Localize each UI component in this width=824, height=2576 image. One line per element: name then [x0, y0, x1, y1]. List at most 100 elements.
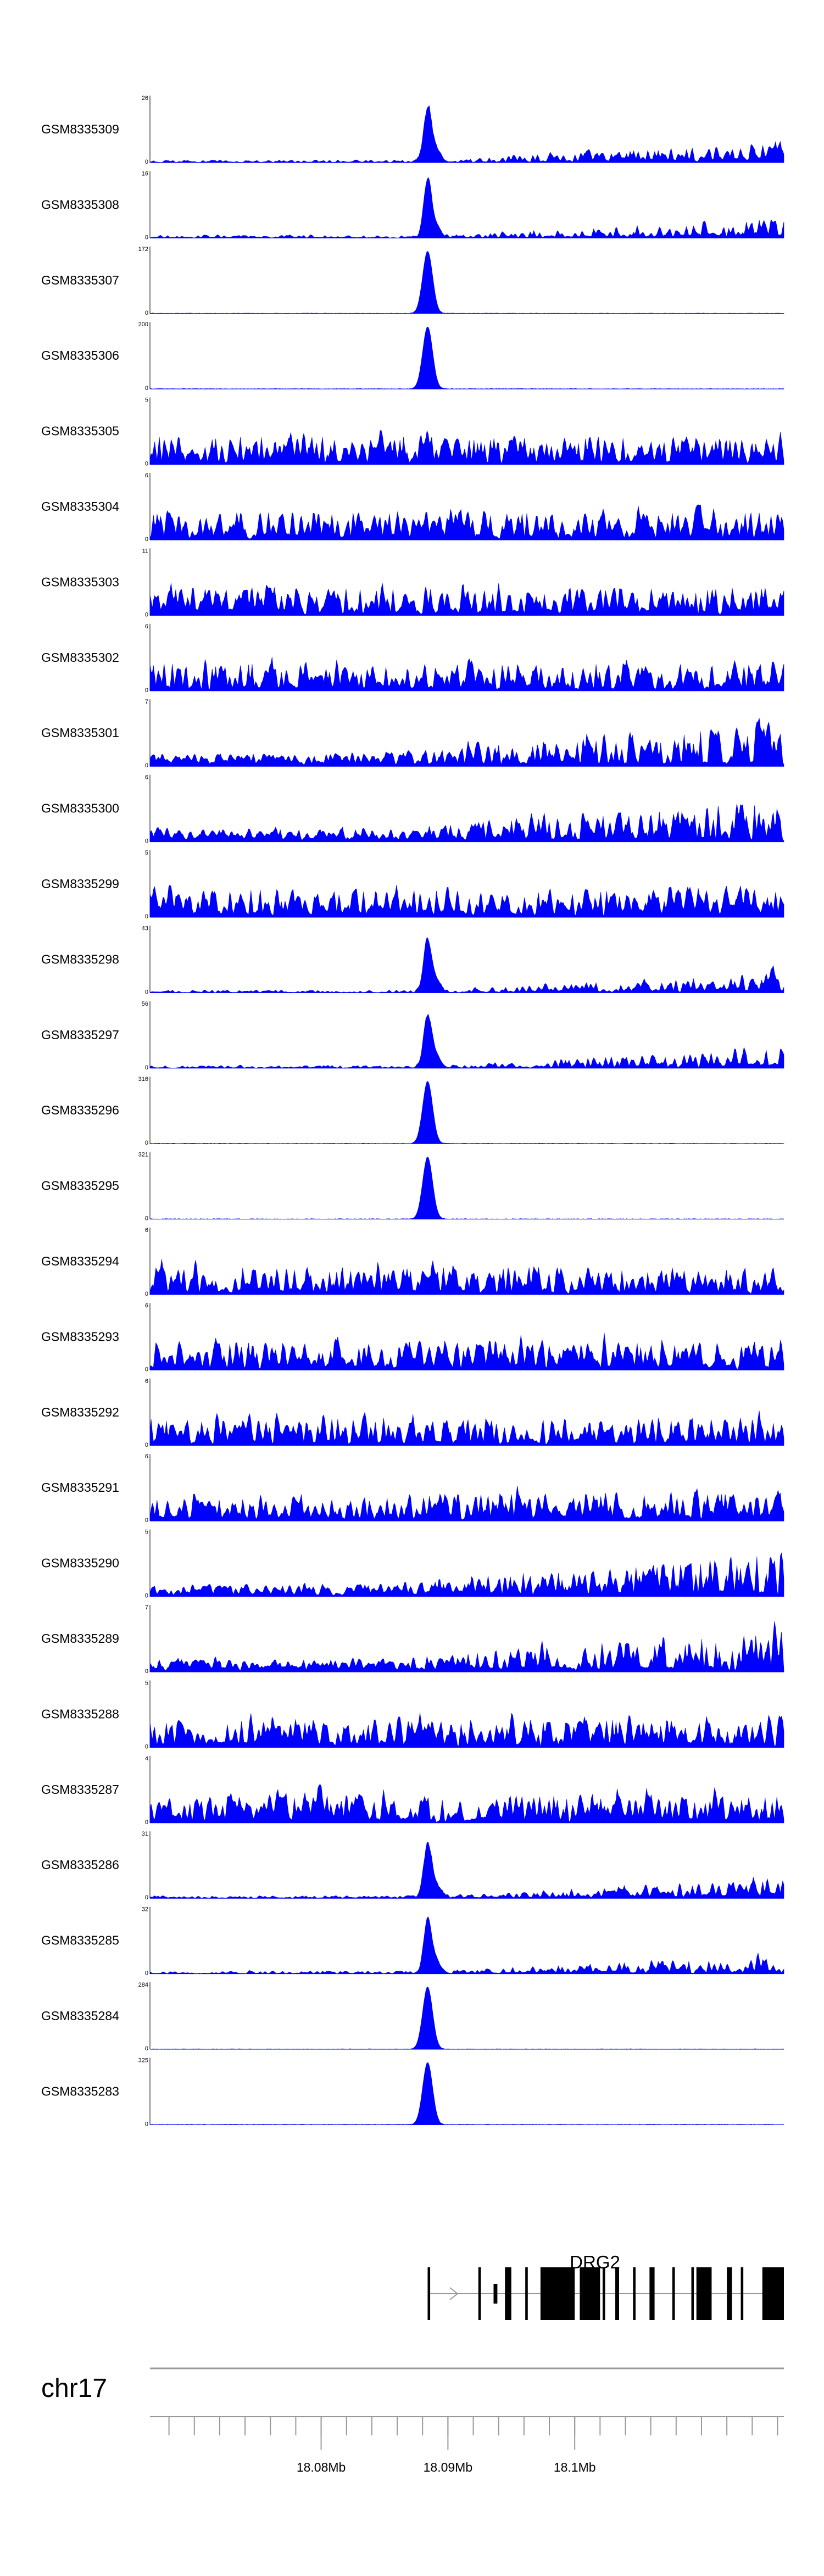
ytick-max-GSM8335305: 5	[145, 397, 148, 404]
exon-17	[741, 2267, 744, 2320]
track-label-GSM8335301: GSM8335301	[41, 726, 119, 740]
ytick-zero-GSM8335305: 0	[145, 461, 148, 467]
ytick-max-GSM8335294: 6	[145, 1227, 148, 1234]
exon-4	[505, 2267, 511, 2320]
ytick-zero-GSM8335299: 0	[145, 913, 148, 920]
track-label-GSM8335298: GSM8335298	[41, 952, 119, 966]
ytick-max-GSM8335291: 6	[145, 1453, 148, 1460]
ytick-max-GSM8335283: 325	[138, 2057, 148, 2064]
track-GSM8335293: GSM8335293 6 0	[41, 1302, 784, 1373]
coverage-area-GSM8335298	[149, 936, 784, 993]
track-GSM8335283: GSM8335283 325 0	[41, 2057, 784, 2127]
coverage-tracks: GSM8335309 26 0 GSM8335308 16 0 GSM8335307 172 0…	[41, 95, 784, 2127]
track-GSM8335299: GSM8335299 5 0	[41, 850, 784, 920]
track-label-GSM8335302: GSM8335302	[41, 650, 119, 665]
ytick-max-GSM8335296: 316	[138, 1076, 148, 1083]
exon-11	[633, 2267, 636, 2320]
coverage-area-GSM8335304	[149, 504, 784, 540]
ytick-max-GSM8335285: 32	[142, 1906, 148, 1913]
coverage-area-GSM8335292	[149, 1410, 784, 1446]
ytick-max-GSM8335297: 56	[142, 1001, 148, 1007]
ytick-max-GSM8335301: 7	[145, 699, 148, 705]
track-label-GSM8335299: GSM8335299	[41, 877, 119, 891]
ytick-zero-GSM8335294: 0	[145, 1291, 148, 1297]
coverage-area-GSM8335284	[149, 1987, 784, 2050]
track-GSM8335291: GSM8335291 6 0	[41, 1453, 784, 1524]
coverage-area-GSM8335309	[149, 105, 784, 163]
exon-6	[540, 2267, 575, 2320]
ytick-max-GSM8335303: 11	[142, 548, 148, 554]
track-GSM8335304: GSM8335304 6 0	[41, 472, 784, 543]
exon-13	[672, 2267, 675, 2320]
ytick-zero-GSM8335308: 0	[145, 234, 148, 241]
ytick-max-GSM8335292: 6	[145, 1378, 148, 1385]
coverage-area-GSM8335294	[149, 1259, 784, 1295]
coverage-area-GSM8335299	[149, 884, 784, 918]
coverage-area-GSM8335296	[149, 1081, 784, 1144]
track-label-GSM8335284: GSM8335284	[41, 2009, 119, 2023]
ytick-zero-GSM8335287: 0	[145, 1819, 148, 1826]
track-label-GSM8335293: GSM8335293	[41, 1329, 119, 1343]
exon-2	[478, 2267, 481, 2320]
ytick-max-GSM8335284: 284	[138, 1982, 148, 1988]
track-GSM8335287: GSM8335287 4 0	[41, 1755, 784, 1826]
ytick-zero-GSM8335298: 0	[145, 989, 148, 995]
ytick-zero-GSM8335286: 0	[145, 1894, 148, 1901]
ytick-max-GSM8335290: 5	[145, 1529, 148, 1536]
ytick-zero-GSM8335283: 0	[145, 2121, 148, 2127]
track-GSM8335296: GSM8335296 316 0	[41, 1076, 784, 1146]
ytick-zero-GSM8335288: 0	[145, 1743, 148, 1750]
gene-track: DRG2	[427, 2252, 784, 2320]
coverage-area-GSM8335291	[149, 1485, 784, 1521]
track-label-GSM8335294: GSM8335294	[41, 1254, 119, 1268]
exon-8	[582, 2267, 600, 2320]
track-GSM8335286: GSM8335286 31 0	[41, 1831, 784, 1901]
ytick-zero-GSM8335296: 0	[145, 1140, 148, 1146]
coverage-area-GSM8335301	[149, 718, 784, 767]
ytick-max-GSM8335295: 321	[138, 1152, 148, 1158]
exon-3	[493, 2284, 498, 2304]
track-label-GSM8335287: GSM8335287	[41, 1782, 119, 1797]
ytick-max-GSM8335304: 6	[145, 472, 148, 479]
track-label-GSM8335290: GSM8335290	[41, 1556, 119, 1570]
track-label-GSM8335295: GSM8335295	[41, 1179, 119, 1193]
coverage-area-GSM8335283	[149, 2062, 784, 2125]
track-GSM8335308: GSM8335308 16 0	[41, 170, 784, 241]
ytick-zero-GSM8335309: 0	[145, 159, 148, 165]
coverage-area-GSM8335300	[149, 803, 784, 842]
exon-16	[727, 2267, 732, 2320]
track-label-GSM8335286: GSM8335286	[41, 1858, 119, 1872]
ytick-zero-GSM8335301: 0	[145, 762, 148, 769]
ytick-max-GSM8335289: 7	[145, 1604, 148, 1611]
track-label-GSM8335289: GSM8335289	[41, 1631, 119, 1646]
gene-model-drg2	[427, 2267, 784, 2320]
track-GSM8335302: GSM8335302 6 0	[41, 623, 784, 694]
exon-14	[691, 2267, 694, 2320]
track-GSM8335288: GSM8335288 5 0	[41, 1680, 784, 1750]
ytick-zero-GSM8335302: 0	[145, 687, 148, 694]
coverage-area-GSM8335305	[149, 430, 784, 465]
track-label-GSM8335308: GSM8335308	[41, 197, 119, 211]
x-tick-label-2: 18.1Mb	[554, 2460, 596, 2474]
track-label-GSM8335288: GSM8335288	[41, 1707, 119, 1721]
coverage-area-GSM8335302	[149, 657, 784, 692]
ytick-zero-GSM8335307: 0	[145, 310, 148, 316]
coverage-area-GSM8335293	[149, 1332, 784, 1370]
track-label-GSM8335306: GSM8335306	[41, 348, 119, 363]
exon-7	[580, 2267, 583, 2320]
coverage-area-GSM8335303	[149, 583, 784, 616]
exon-12	[649, 2267, 655, 2320]
exon-1	[427, 2267, 431, 2320]
track-GSM8335305: GSM8335305 5 0	[41, 397, 784, 467]
ytick-zero-GSM8335291: 0	[145, 1517, 148, 1524]
track-GSM8335292: GSM8335292 6 0	[41, 1378, 784, 1448]
ytick-zero-GSM8335289: 0	[145, 1668, 148, 1675]
exon-5	[525, 2267, 528, 2320]
ytick-zero-GSM8335304: 0	[145, 536, 148, 543]
exon-15	[696, 2267, 712, 2320]
coverage-area-GSM8335297	[149, 1013, 784, 1069]
track-GSM8335285: GSM8335285 32 0	[41, 1906, 784, 1977]
ytick-zero-GSM8335303: 0	[145, 611, 148, 618]
track-GSM8335303: GSM8335303 11 0	[41, 548, 784, 618]
track-GSM8335297: GSM8335297 56 0	[41, 1001, 784, 1071]
